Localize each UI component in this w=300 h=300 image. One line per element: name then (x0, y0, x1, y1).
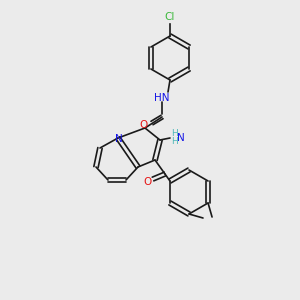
Text: HN: HN (154, 93, 170, 103)
Text: O: O (140, 120, 148, 130)
Text: H: H (171, 137, 177, 146)
Text: Cl: Cl (165, 12, 175, 22)
Text: O: O (143, 177, 151, 187)
Text: H: H (171, 130, 177, 139)
Text: N: N (177, 133, 185, 143)
Text: N: N (115, 134, 123, 144)
